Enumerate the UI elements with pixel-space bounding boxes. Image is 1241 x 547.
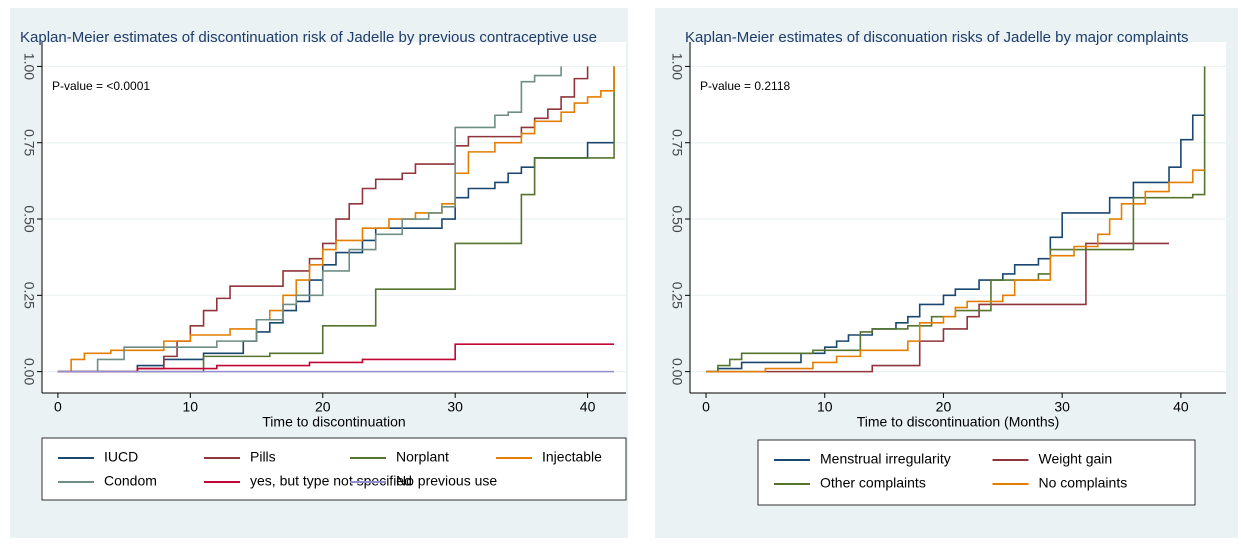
survival-line (706, 114, 1205, 373)
y-tick-label: 0.75 (21, 129, 37, 156)
x-tick-label: 10 (183, 399, 199, 415)
x-tick-label: 20 (936, 399, 952, 415)
survival-line (57, 66, 615, 373)
legend-label: Condom (104, 473, 157, 489)
x-tick-label: 40 (580, 399, 596, 415)
survival-line (57, 66, 589, 373)
x-tick-label: 0 (54, 399, 62, 415)
plot-area (42, 42, 626, 393)
y-tick-label: 0.25 (21, 282, 37, 309)
legend-label: No previous use (396, 473, 497, 489)
survival-line (57, 66, 562, 373)
y-tick-label: 0.00 (669, 358, 685, 385)
chart-title: Kaplan-Meier estimates of disconuation r… (685, 29, 1189, 46)
survival-line (57, 343, 615, 373)
x-axis-label: Time to discontinuation (262, 414, 405, 430)
legend-label: Norplant (396, 449, 449, 465)
x-tick-label: 0 (702, 399, 710, 415)
y-tick-label: 1.00 (669, 53, 685, 80)
legend-box (41, 437, 627, 501)
y-tick-label: 0.25 (669, 282, 685, 309)
y-tick-label: 1.00 (21, 53, 37, 80)
survival-line (706, 242, 1170, 373)
legend-label: IUCD (104, 449, 138, 465)
survival-line (57, 141, 615, 373)
survival-line (706, 169, 1205, 373)
legend-label: Injectable (542, 449, 602, 465)
legend-label: Menstrual irregularity (820, 451, 951, 467)
y-tick-label: 0.50 (669, 205, 685, 232)
legend-box (757, 439, 1196, 506)
annotation: P-value = 0.2118 (700, 79, 791, 93)
annotation: P-value = <0.0001 (52, 79, 150, 93)
legend-label: yes, but type not specified (250, 473, 412, 489)
legend-label: Weight gain (1039, 451, 1113, 467)
x-axis-label: Time to discontinuation (Months) (857, 414, 1060, 430)
x-tick-label: 20 (315, 399, 331, 415)
y-tick-label: 0.50 (21, 205, 37, 232)
x-tick-label: 30 (1054, 399, 1070, 415)
x-tick-label: 30 (447, 399, 463, 415)
plot-area (690, 42, 1226, 393)
chart-title: Kaplan-Meier estimates of discontinuatio… (20, 29, 597, 46)
legend-label: No complaints (1039, 475, 1128, 491)
legend-label: Pills (250, 449, 276, 465)
x-tick-label: 40 (1173, 399, 1189, 415)
survival-line (706, 66, 1206, 373)
y-tick-label: 0.00 (21, 358, 37, 385)
legend-label: Other complaints (820, 475, 926, 491)
y-tick-label: 0.75 (669, 129, 685, 156)
x-tick-label: 10 (817, 399, 833, 415)
survival-line (57, 66, 615, 373)
